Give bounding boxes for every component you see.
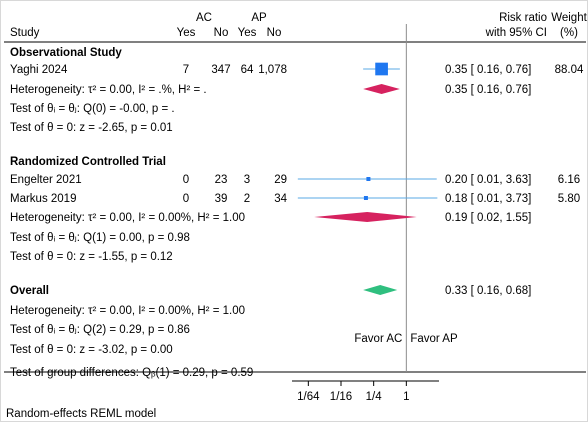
subgroup-test-effect: Test of θ = 0: z = -2.65, p = 0.01 bbox=[10, 122, 173, 134]
study-b-yes: 3 bbox=[244, 174, 250, 186]
subgroup-title: Observational Study bbox=[10, 47, 122, 59]
header-group-a: AC bbox=[196, 12, 212, 24]
overall-title: Overall bbox=[10, 285, 49, 297]
study-marker bbox=[375, 62, 388, 76]
header-weight: Weight bbox=[551, 12, 587, 24]
subgroup-diamond bbox=[363, 84, 400, 94]
x-axis-tick-label: 1/4 bbox=[366, 391, 383, 403]
x-axis-tick-label: 1 bbox=[403, 391, 409, 403]
header-study: Study bbox=[10, 27, 40, 39]
study-a-no: 23 bbox=[215, 174, 228, 186]
header-group-b: AP bbox=[251, 12, 267, 24]
footnote: Random-effects REML model bbox=[6, 408, 156, 420]
study-ci-text: 0.20 [ 0.01, 3.63] bbox=[445, 174, 531, 186]
study-weight: 6.16 bbox=[558, 174, 580, 186]
subgroup-heterogeneity: Heterogeneity: τ² = 0.00, I² = .%, H² = … bbox=[10, 84, 207, 96]
study-b-no: 1,078 bbox=[258, 64, 287, 76]
header-a-yes: Yes bbox=[177, 27, 196, 39]
study-a-no: 347 bbox=[211, 64, 230, 76]
x-axis-tick-label: 1/64 bbox=[297, 391, 320, 403]
study-a-yes: 0 bbox=[183, 193, 189, 205]
overall-diamond bbox=[363, 285, 398, 295]
overall-test-effect: Test of θ = 0: z = -3.02, p = 0.00 bbox=[10, 344, 173, 356]
overall-ci-text: 0.33 [ 0.16, 0.68] bbox=[445, 285, 531, 297]
subgroup-title: Randomized Controlled Trial bbox=[10, 156, 166, 168]
study-name: Engelter 2021 bbox=[10, 174, 82, 186]
study-a-no: 39 bbox=[215, 193, 228, 205]
study-b-no: 29 bbox=[274, 174, 287, 186]
study-a-yes: 7 bbox=[183, 64, 189, 76]
header-b-no: No bbox=[267, 27, 282, 39]
study-name: Markus 2019 bbox=[10, 193, 76, 205]
group-differences-test: Test of group differences: Qᵦ(1) = 0.29,… bbox=[10, 367, 253, 379]
header-a-no: No bbox=[214, 27, 229, 39]
study-marker bbox=[363, 196, 368, 200]
study-b-yes: 2 bbox=[244, 193, 250, 205]
subgroup-test-heterogeneity: Test of θᵢ = θⱼ: Q(1) = 0.00, p = 0.98 bbox=[10, 232, 190, 244]
study-weight: 5.80 bbox=[558, 193, 580, 205]
subgroup-heterogeneity: Heterogeneity: τ² = 0.00, I² = 0.00%, H²… bbox=[10, 212, 245, 224]
study-a-yes: 0 bbox=[183, 174, 189, 186]
subgroup-pooled-ci: 0.35 [ 0.16, 0.76] bbox=[445, 84, 531, 96]
subgroup-test-effect: Test of θ = 0: z = -1.55, p = 0.12 bbox=[10, 251, 173, 263]
header-b-yes: Yes bbox=[238, 27, 257, 39]
favor-right-label: Favor AP bbox=[410, 333, 458, 345]
subgroup-diamond bbox=[314, 212, 417, 222]
study-name: Yaghi 2024 bbox=[10, 64, 68, 76]
study-b-yes: 64 bbox=[241, 64, 254, 76]
subgroup-test-heterogeneity: Test of θᵢ = θⱼ: Q(0) = -0.00, p = . bbox=[10, 103, 175, 115]
overall-test-heterogeneity: Test of θᵢ = θⱼ: Q(2) = 0.29, p = 0.86 bbox=[10, 324, 190, 336]
favor-left-label: Favor AC bbox=[354, 333, 402, 345]
header-effect-ci: with 95% CI bbox=[485, 27, 547, 39]
subgroup-pooled-ci: 0.19 [ 0.02, 1.55] bbox=[445, 212, 531, 224]
study-ci-text: 0.35 [ 0.16, 0.76] bbox=[445, 64, 531, 76]
header-effect: Risk ratio bbox=[499, 12, 547, 24]
header-weight-unit: (%) bbox=[560, 27, 578, 39]
overall-heterogeneity: Heterogeneity: τ² = 0.00, I² = 0.00%, H²… bbox=[10, 305, 245, 317]
study-marker bbox=[366, 177, 371, 181]
x-axis-tick-label: 1/16 bbox=[330, 391, 352, 403]
study-b-no: 34 bbox=[274, 193, 287, 205]
study-weight: 88.04 bbox=[555, 64, 584, 76]
study-ci-text: 0.18 [ 0.01, 3.73] bbox=[445, 193, 531, 205]
